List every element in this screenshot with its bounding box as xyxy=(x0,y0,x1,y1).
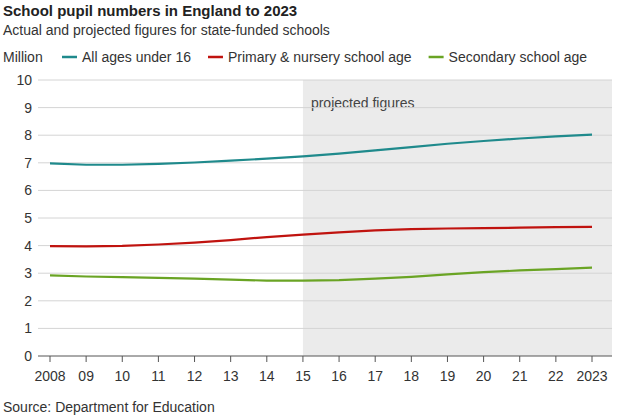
x-tick xyxy=(411,356,412,362)
chart: School pupil numbers in England to 2023 A… xyxy=(0,0,625,418)
title: School pupil numbers in England to 2023 xyxy=(3,2,297,19)
x-tick-label: 13 xyxy=(223,368,239,384)
y-tick-label: 1 xyxy=(24,320,32,336)
grid-line xyxy=(38,356,612,357)
series-line xyxy=(50,268,592,281)
x-tick-label: 22 xyxy=(548,368,564,384)
x-tick xyxy=(339,356,340,362)
x-tick xyxy=(302,356,303,362)
y-tick-label: 4 xyxy=(24,238,32,254)
x-tick-label: 10 xyxy=(114,368,130,384)
x-tick-label: 12 xyxy=(187,368,203,384)
x-tick xyxy=(375,356,376,362)
y-tick-label: 3 xyxy=(24,265,32,281)
legend-label: Secondary school age xyxy=(449,49,588,65)
y-axis-label: Million xyxy=(3,49,43,65)
x-tick-label: 15 xyxy=(295,368,311,384)
grid-line xyxy=(38,135,612,136)
annotation: projected figures xyxy=(311,95,415,111)
y-tick-label: 5 xyxy=(24,210,32,226)
x-tick xyxy=(122,356,123,362)
x-tick xyxy=(158,356,159,362)
legend-label: All ages under 16 xyxy=(82,49,191,65)
x-tick xyxy=(194,356,195,362)
grid-line xyxy=(38,162,612,163)
plot-area xyxy=(50,135,592,281)
x-tick xyxy=(86,356,87,362)
grid-line xyxy=(38,218,612,219)
y-tick-label: 6 xyxy=(24,182,32,198)
x-tick-label: 09 xyxy=(78,368,94,384)
x-tick-label: 17 xyxy=(367,368,383,384)
x-tick-label: 16 xyxy=(331,368,347,384)
x-tick xyxy=(230,356,231,362)
x-tick xyxy=(447,356,448,362)
legend-swatch xyxy=(429,56,444,59)
grid-line xyxy=(38,190,612,191)
x-tick xyxy=(519,356,520,362)
x-tick xyxy=(266,356,267,362)
y-tick-label: 7 xyxy=(24,155,32,171)
x-tick xyxy=(592,356,593,362)
x-tick-label: 21 xyxy=(512,368,528,384)
grid-line xyxy=(38,300,612,301)
x-tick-label: 14 xyxy=(259,368,275,384)
series-line xyxy=(50,227,592,247)
source: Source: Department for Education xyxy=(3,399,215,415)
x-tick-label: 11 xyxy=(151,368,166,384)
x-tick-label: 20 xyxy=(476,368,492,384)
y-tick-label: 9 xyxy=(24,100,32,116)
grid-line xyxy=(38,328,612,329)
y-tick-label: 0 xyxy=(24,348,32,364)
y-tick-label: 10 xyxy=(16,72,32,88)
x-tick-label: 18 xyxy=(404,368,420,384)
legend-swatch xyxy=(208,56,223,59)
series-line xyxy=(50,135,592,165)
x-tick-label: 2023 xyxy=(576,368,607,384)
legend-swatch xyxy=(62,56,77,59)
x-tick xyxy=(50,356,51,362)
x-tick-label: 19 xyxy=(440,368,456,384)
x-tick-label: 2008 xyxy=(34,368,65,384)
subtitle: Actual and projected figures for state-f… xyxy=(3,22,330,38)
y-tick-label: 2 xyxy=(24,293,32,309)
grid-line xyxy=(38,107,612,108)
x-tick xyxy=(483,356,484,362)
grid-line xyxy=(38,273,612,274)
grid-line xyxy=(38,80,612,81)
y-tick-label: 8 xyxy=(24,127,32,143)
legend-label: Primary & nursery school age xyxy=(228,49,412,65)
x-tick xyxy=(555,356,556,362)
